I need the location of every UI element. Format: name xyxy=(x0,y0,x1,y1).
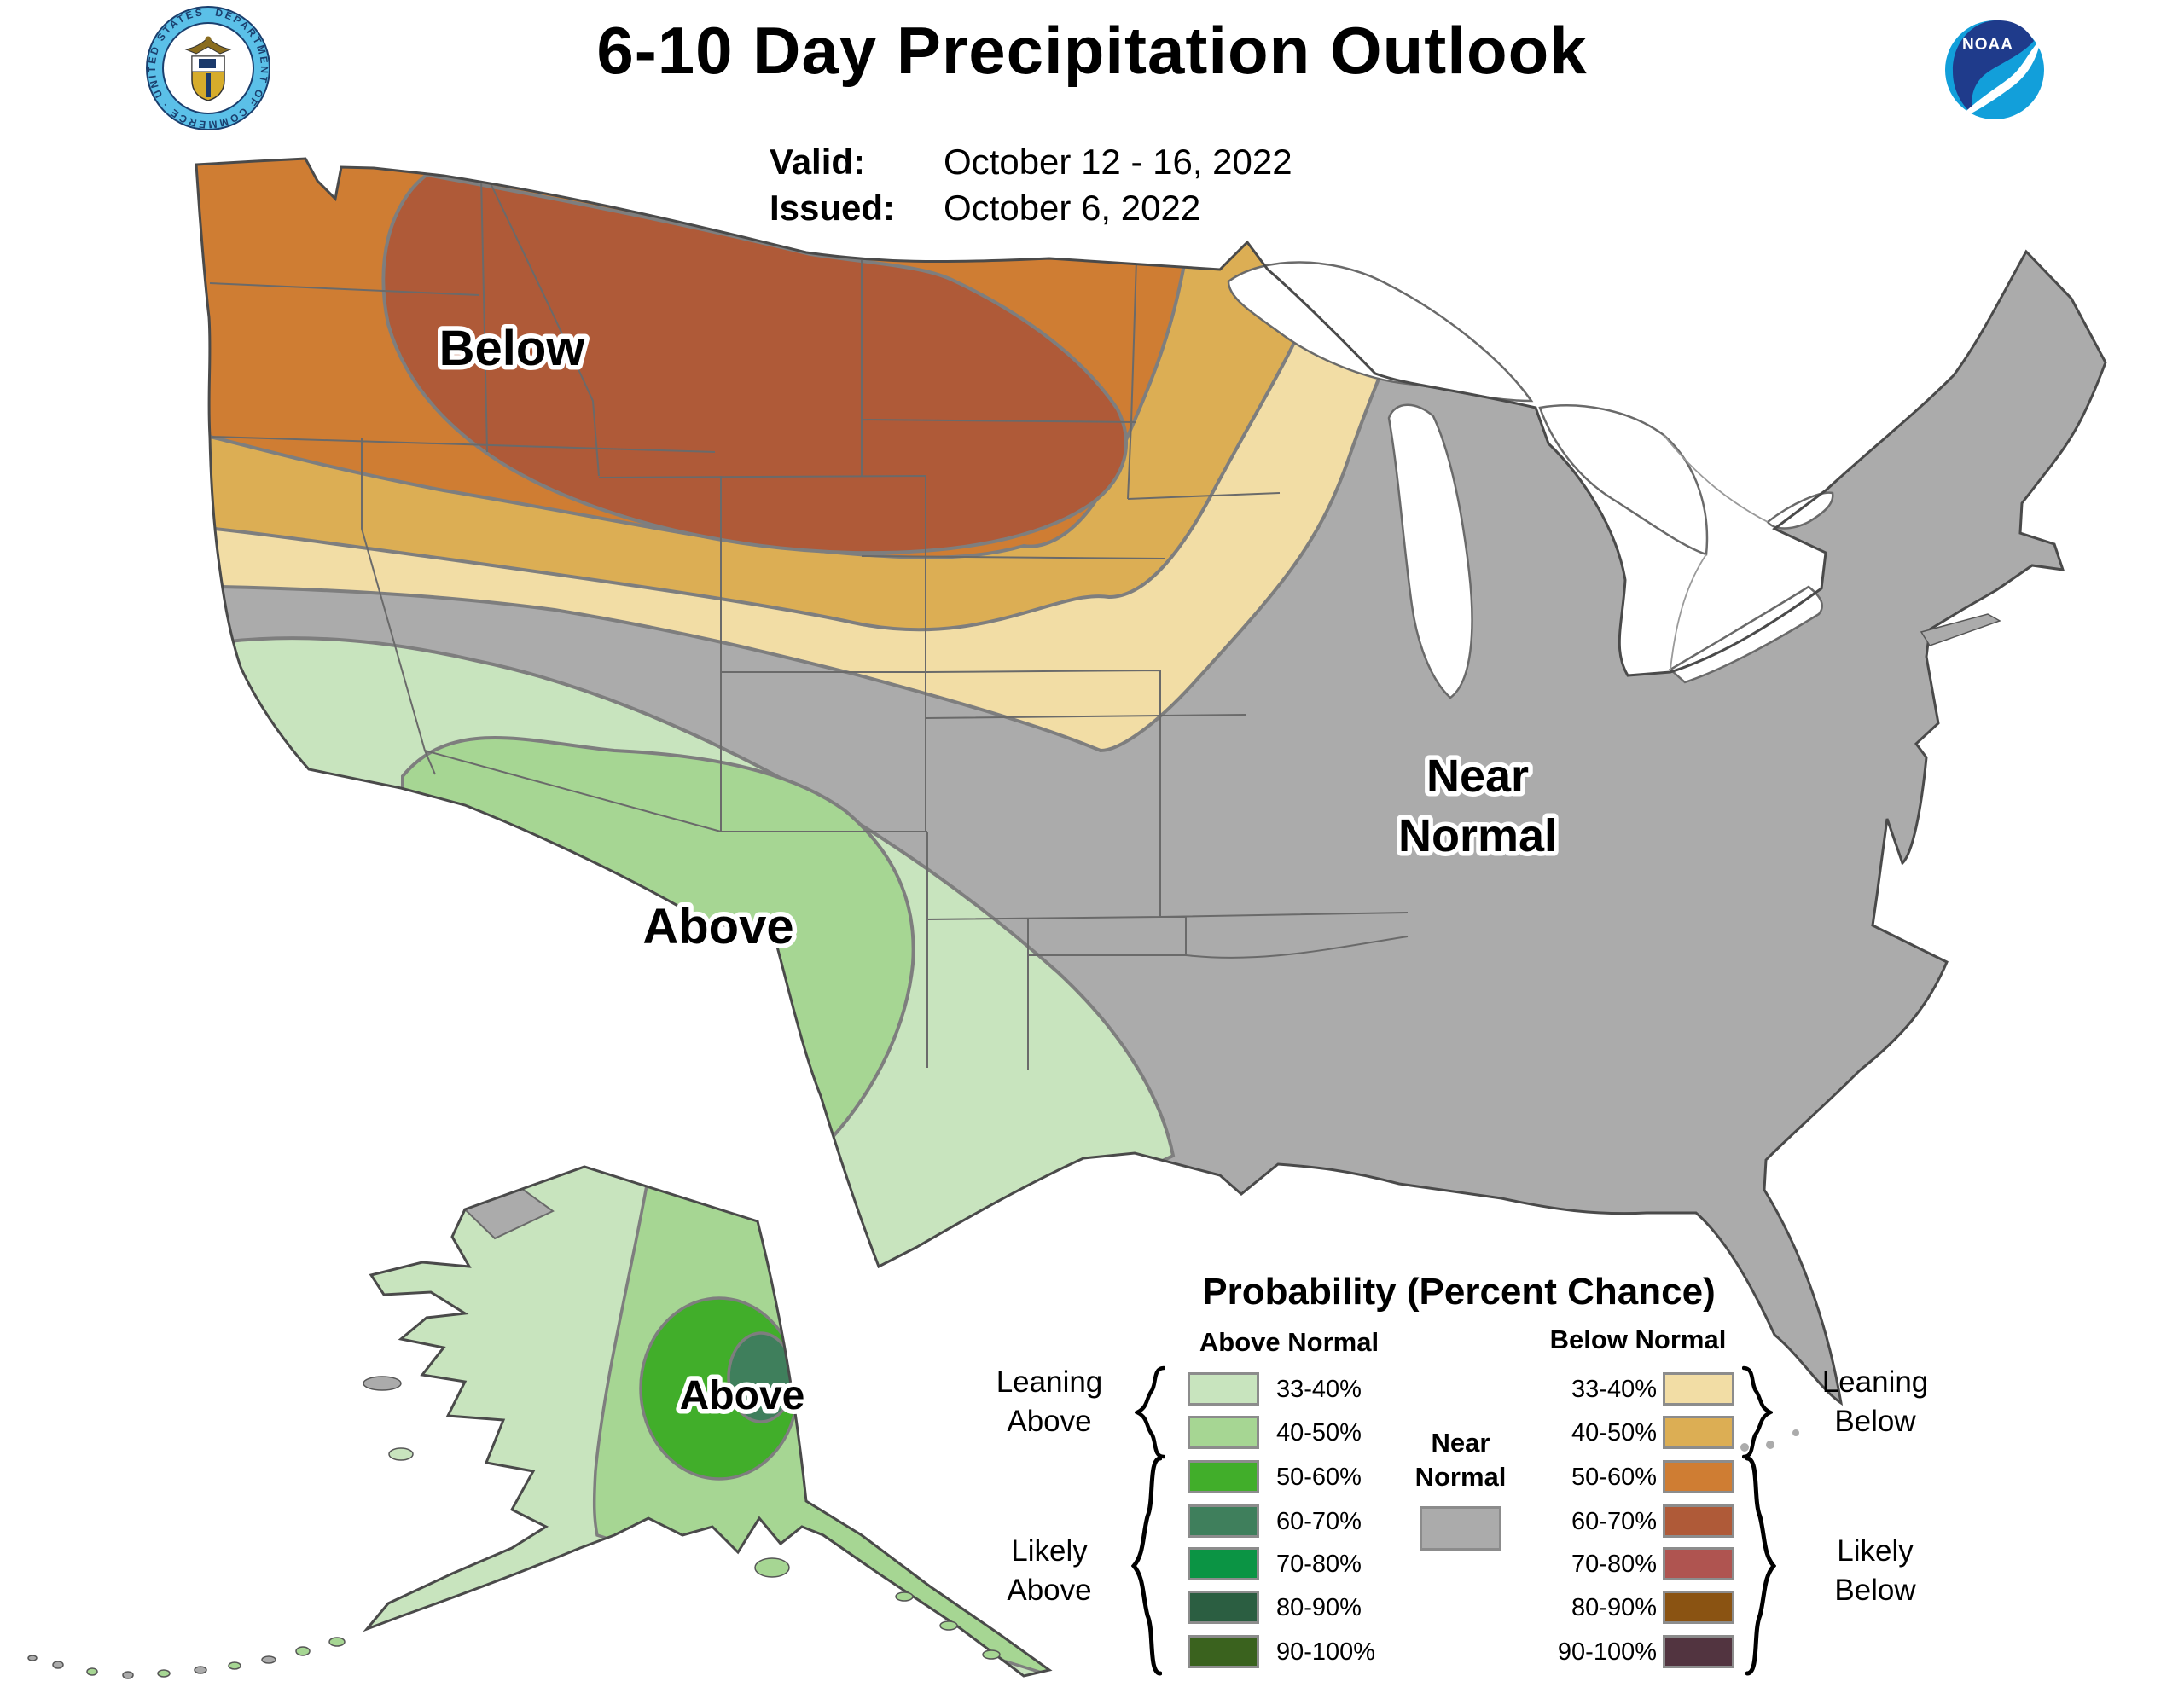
leaning-below-label: Leaning Below xyxy=(1821,1365,1929,1438)
below-swatch-40-50 xyxy=(1663,1416,1734,1449)
below-swatch-70-80 xyxy=(1663,1547,1734,1580)
legend-near-normal-line2: Normal xyxy=(1414,1462,1507,1492)
state-boundaries xyxy=(209,177,1409,1070)
lake-superior xyxy=(1227,261,1534,403)
seal-eagle-icon xyxy=(184,37,232,55)
above-range-90-100: 90-100% xyxy=(1276,1638,1376,1666)
issued-label: Issued: xyxy=(770,188,896,228)
leaning-below-brace xyxy=(1742,1365,1773,1459)
likely-below-label: Likely Below xyxy=(1834,1534,1916,1607)
above-range-60-70: 60-70% xyxy=(1276,1508,1362,1535)
below-range-50-60: 50-60% xyxy=(1571,1464,1657,1491)
lake-huron xyxy=(1538,404,1709,556)
above-swatch-40-50 xyxy=(1188,1416,1259,1449)
likely-above-brace xyxy=(1131,1456,1162,1676)
leaning-above-label: Leaning Above xyxy=(996,1365,1103,1438)
leaning-above-brace xyxy=(1135,1365,1165,1459)
near-normal-map-label-line1: Near xyxy=(1426,751,1529,802)
below-swatch-80-90 xyxy=(1663,1591,1734,1624)
issuance-block: Valid: October 12 - 16, 2022 Issued: Oct… xyxy=(770,139,1292,231)
noaa-dark-field xyxy=(1952,20,2034,115)
below-range-33-40: 33-40% xyxy=(1571,1376,1657,1403)
alaska-above-map-label: Above xyxy=(680,1373,805,1418)
below-swatch-33-40 xyxy=(1663,1372,1734,1406)
legend-title: Probability (Percent Chance) xyxy=(1202,1271,1716,1313)
below-range-90-100: 90-100% xyxy=(1557,1638,1657,1666)
above-swatch-50-60 xyxy=(1188,1460,1259,1493)
above-swatch-60-70 xyxy=(1188,1504,1259,1538)
page-title: 6-10 Day Precipitation Outlook xyxy=(596,13,1588,88)
above-range-80-90: 80-90% xyxy=(1276,1594,1362,1621)
below-swatch-90-100 xyxy=(1663,1635,1734,1668)
likely-above-label: Likely Above xyxy=(1007,1534,1092,1607)
below-map-label: Below xyxy=(439,321,586,376)
noaa-logo: NOAA xyxy=(1945,20,2044,121)
long-island xyxy=(1920,613,2001,646)
below-range-40-50: 40-50% xyxy=(1571,1419,1657,1446)
above-map-label: Above xyxy=(642,899,793,954)
above-swatch-33-40 xyxy=(1188,1372,1259,1406)
below-range-80-90: 80-90% xyxy=(1571,1594,1657,1621)
noaa-wordmark: NOAA xyxy=(1962,36,2013,54)
alaska-islands xyxy=(27,1376,1001,1679)
above-swatch-70-80 xyxy=(1188,1547,1259,1580)
near-normal-swatch xyxy=(1420,1506,1502,1551)
legend-near-normal-line1: Near xyxy=(1431,1428,1490,1458)
seal-ship-icon xyxy=(199,59,216,68)
above-range-40-50: 40-50% xyxy=(1276,1419,1362,1446)
canada-shoreline xyxy=(1663,434,1769,670)
conus-outline xyxy=(195,157,2107,1406)
above-range-33-40: 33-40% xyxy=(1276,1376,1362,1403)
below-swatch-60-70 xyxy=(1663,1504,1734,1538)
near-normal-map-label-line2: Normal xyxy=(1398,810,1557,861)
lake-michigan xyxy=(1387,403,1473,699)
issued-value: October 6, 2022 xyxy=(944,188,1201,228)
above-swatch-80-90 xyxy=(1188,1591,1259,1624)
valid-label: Valid: xyxy=(770,142,866,182)
above-range-50-60: 50-60% xyxy=(1276,1464,1362,1491)
likely-below-brace xyxy=(1745,1456,1776,1676)
valid-value: October 12 - 16, 2022 xyxy=(944,142,1292,182)
legend-below-normal-header: Below Normal xyxy=(1549,1325,1727,1354)
below-range-60-70: 60-70% xyxy=(1571,1508,1657,1535)
below-swatch-50-60 xyxy=(1663,1460,1734,1493)
above-range-70-80: 70-80% xyxy=(1276,1551,1362,1578)
department-of-commerce-seal: DEPARTMENT OF COMMERCE · UNITED STATES O… xyxy=(145,5,270,130)
below-range-70-80: 70-80% xyxy=(1571,1551,1657,1578)
legend-above-normal-header: Above Normal xyxy=(1199,1327,1380,1357)
above-swatch-90-100 xyxy=(1188,1635,1259,1668)
seal-lighthouse-icon xyxy=(206,73,211,97)
